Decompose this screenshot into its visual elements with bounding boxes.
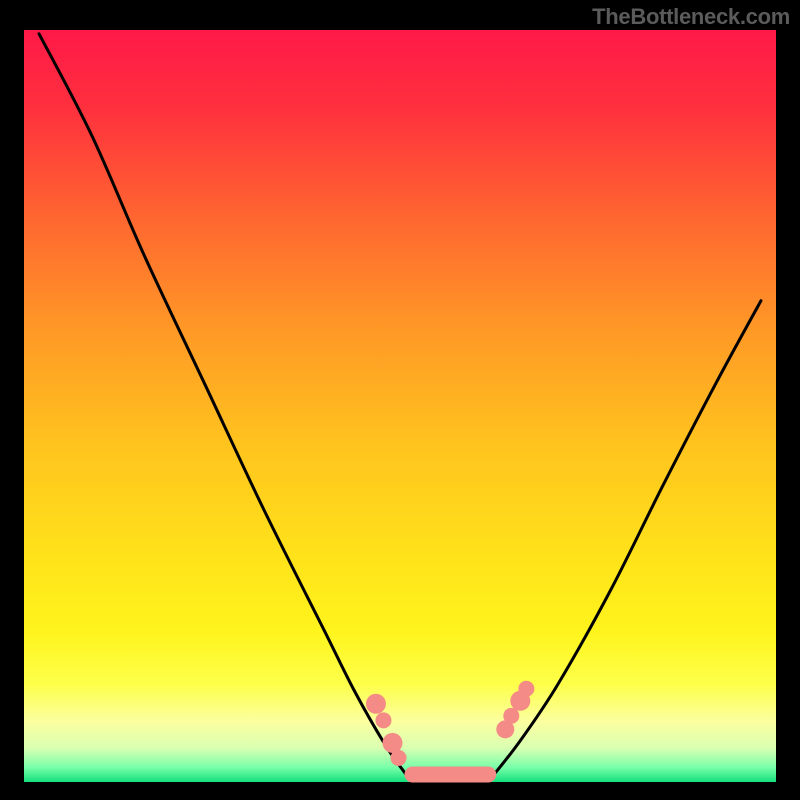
marker-left-0 bbox=[366, 694, 386, 714]
bottleneck-chart bbox=[0, 0, 800, 800]
gradient-background bbox=[24, 30, 776, 782]
marker-bottom-bar bbox=[405, 766, 497, 782]
marker-right-3 bbox=[518, 681, 534, 697]
marker-left-2 bbox=[382, 733, 402, 753]
marker-left-3 bbox=[390, 750, 406, 766]
chart-stage: TheBottleneck.com bbox=[0, 0, 800, 800]
marker-left-1 bbox=[375, 712, 391, 728]
marker-right-1 bbox=[503, 708, 519, 724]
